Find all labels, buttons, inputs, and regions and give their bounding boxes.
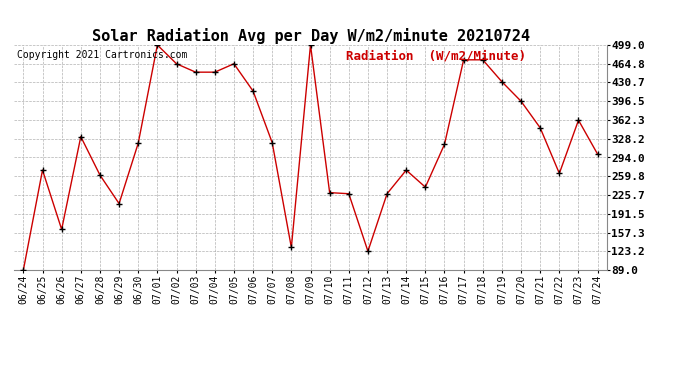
Text: Radiation  (W/m2/Minute): Radiation (W/m2/Minute) bbox=[346, 50, 526, 63]
Title: Solar Radiation Avg per Day W/m2/minute 20210724: Solar Radiation Avg per Day W/m2/minute … bbox=[92, 28, 529, 44]
Text: Copyright 2021 Cartronics.com: Copyright 2021 Cartronics.com bbox=[17, 50, 187, 60]
